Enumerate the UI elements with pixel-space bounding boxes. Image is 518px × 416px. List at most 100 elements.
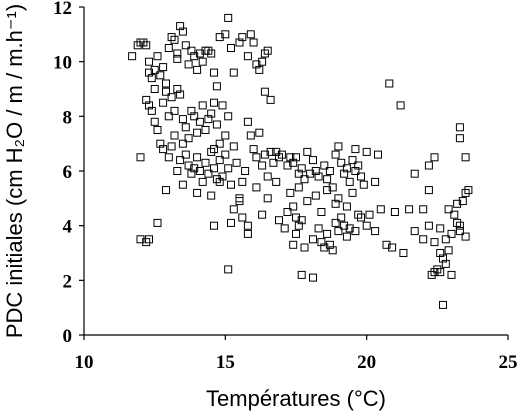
data-point xyxy=(461,232,470,241)
data-point xyxy=(204,115,213,124)
data-point xyxy=(224,112,233,121)
y-tick-label: 10 xyxy=(53,53,72,74)
data-point xyxy=(235,197,244,206)
data-point xyxy=(178,180,187,189)
data-point xyxy=(455,134,464,143)
data-point xyxy=(260,150,269,159)
data-point xyxy=(153,126,162,134)
data-point xyxy=(430,238,439,247)
data-point xyxy=(328,183,337,192)
x-tick-label: 10 xyxy=(75,352,94,373)
data-point xyxy=(229,68,238,77)
data-point xyxy=(340,169,349,178)
data-point xyxy=(198,101,207,110)
data-point xyxy=(221,150,230,159)
data-point xyxy=(241,167,250,175)
data-point xyxy=(272,147,281,156)
data-point xyxy=(266,95,275,104)
data-point xyxy=(238,213,247,222)
data-point xyxy=(173,49,182,58)
data-point xyxy=(266,147,275,156)
data-point xyxy=(263,194,272,203)
data-point xyxy=(359,180,368,189)
data-point xyxy=(167,142,176,151)
data-point xyxy=(193,188,202,197)
data-point xyxy=(320,243,329,252)
data-point xyxy=(164,112,173,121)
y-tick-label: 8 xyxy=(63,107,73,128)
data-point xyxy=(221,30,230,39)
data-point xyxy=(464,186,473,195)
data-point xyxy=(283,208,292,216)
data-point xyxy=(190,112,199,121)
data-point xyxy=(331,150,340,159)
data-point xyxy=(323,186,332,195)
data-point xyxy=(173,85,182,93)
data-point xyxy=(164,44,173,52)
data-point xyxy=(345,177,354,186)
data-point xyxy=(325,167,334,175)
data-point xyxy=(334,194,343,203)
data-point xyxy=(410,227,419,236)
data-point xyxy=(153,218,162,227)
data-point xyxy=(317,238,326,247)
data-point xyxy=(201,126,210,134)
data-point xyxy=(243,229,252,238)
data-point xyxy=(195,49,204,58)
data-point xyxy=(309,273,317,282)
data-point xyxy=(371,177,380,186)
data-point xyxy=(142,95,151,104)
data-point xyxy=(260,49,269,58)
data-point xyxy=(340,221,349,230)
data-points xyxy=(128,13,473,309)
data-point xyxy=(159,63,168,72)
data-point xyxy=(311,191,320,200)
data-point xyxy=(243,117,252,126)
data-point xyxy=(362,147,371,156)
data-point xyxy=(210,164,218,173)
data-point xyxy=(187,169,196,178)
data-point xyxy=(294,221,303,230)
data-point xyxy=(317,208,326,216)
data-point xyxy=(351,145,360,154)
data-point xyxy=(258,210,267,219)
data-point xyxy=(145,57,153,66)
data-point xyxy=(210,221,218,230)
data-point xyxy=(145,235,153,244)
data-point xyxy=(178,27,187,36)
data-point xyxy=(147,106,156,115)
data-point xyxy=(145,68,153,77)
data-point xyxy=(181,41,190,50)
data-point xyxy=(362,221,371,230)
data-point xyxy=(286,153,295,162)
data-point xyxy=(275,153,283,162)
data-point xyxy=(289,158,298,167)
data-point xyxy=(162,87,170,96)
data-point xyxy=(325,240,334,249)
data-point xyxy=(229,205,238,214)
data-point xyxy=(430,268,439,277)
data-point xyxy=(269,158,278,167)
data-point xyxy=(263,172,272,181)
data-point xyxy=(430,153,439,162)
data-point xyxy=(150,85,159,93)
data-point xyxy=(419,235,428,244)
data-point xyxy=(224,13,233,22)
data-point xyxy=(229,142,238,151)
data-point xyxy=(235,38,244,47)
data-point xyxy=(424,186,433,195)
data-point xyxy=(181,150,190,159)
x-tick-label: 20 xyxy=(357,352,376,373)
data-point xyxy=(354,161,363,170)
data-point xyxy=(170,131,179,140)
data-point xyxy=(190,164,199,173)
data-point xyxy=(300,175,309,184)
data-point xyxy=(243,221,252,230)
data-point xyxy=(176,156,185,165)
data-point xyxy=(436,224,445,233)
data-point xyxy=(275,216,283,225)
data-point xyxy=(252,153,261,162)
data-point xyxy=(215,177,224,186)
data-point xyxy=(215,139,224,148)
data-point xyxy=(311,167,320,175)
